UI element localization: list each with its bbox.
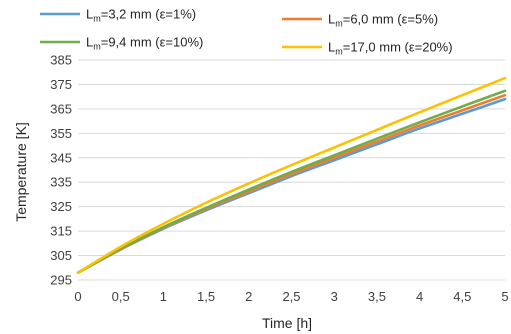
- series-line-1: [76, 97, 507, 274]
- series-line-3: [76, 89, 507, 274]
- x-tick-label: 2: [245, 289, 252, 304]
- y-tick-label: 355: [50, 126, 72, 141]
- x-tick-label: 4,5: [453, 289, 471, 304]
- legend-label: Lm=6,0 mm (ε=5%): [328, 12, 438, 29]
- legend-label: Lm=17,0 mm (ε=20%): [328, 40, 453, 57]
- y-tick-label: 295: [50, 273, 72, 288]
- x-tick-label: 3: [331, 289, 338, 304]
- x-tick-label: 2,5: [282, 289, 300, 304]
- x-axis-title: Time [h]: [262, 315, 312, 331]
- y-axis-ticks: 295 305 315 325 335 345 355 365 375 385: [50, 53, 72, 288]
- chart-legend: Lm=3,2 mm (ε=1%) Lm=6,0 mm (ε=5%) Lm=9,4 m…: [40, 7, 453, 57]
- legend-item-2: Lm=6,0 mm (ε=5%): [282, 12, 438, 29]
- legend-item-4: Lm=17,0 mm (ε=20%): [282, 40, 453, 57]
- x-tick-label: 0: [74, 289, 81, 304]
- x-tick-label: 1: [160, 289, 167, 304]
- y-tick-label: 315: [50, 224, 72, 239]
- x-axis-ticks: 0 0,5 1 1,5 2 2,5 3 3,5 4 4,5 5: [74, 289, 508, 304]
- x-tick-label: 5: [501, 289, 508, 304]
- y-tick-label: 335: [50, 175, 72, 190]
- x-tick-label: 4: [416, 289, 423, 304]
- series-line-4: [76, 76, 507, 274]
- legend-item-1: Lm=3,2 mm (ε=1%): [40, 7, 196, 24]
- legend-label: Lm=9,4 mm (ε=10%): [86, 35, 203, 52]
- y-tick-label: 365: [50, 101, 72, 116]
- legend-item-3: Lm=9,4 mm (ε=10%): [40, 35, 203, 52]
- y-tick-label: 305: [50, 248, 72, 263]
- chart-series: [76, 76, 507, 274]
- x-tick-label: 0,5: [112, 289, 130, 304]
- chart-gridlines: [78, 59, 505, 281]
- x-tick-label: 1,5: [197, 289, 215, 304]
- y-axis-title: Temperature [K]: [13, 122, 29, 222]
- y-tick-label: 375: [50, 77, 72, 92]
- y-tick-label: 345: [50, 150, 72, 165]
- legend-label: Lm=3,2 mm (ε=1%): [86, 7, 196, 24]
- y-tick-label: 385: [50, 53, 72, 68]
- y-tick-label: 325: [50, 199, 72, 214]
- x-tick-label: 3,5: [368, 289, 386, 304]
